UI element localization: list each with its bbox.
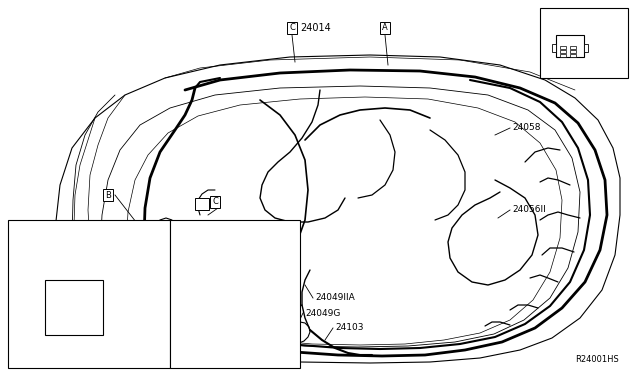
Text: 24058: 24058 (512, 124, 541, 132)
Bar (570, 46, 576, 49)
Text: 24056II: 24056II (512, 205, 546, 215)
Text: C: C (212, 198, 218, 206)
Text: A: A (382, 23, 388, 32)
Bar (570, 50, 576, 53)
Bar (560, 50, 566, 53)
Bar (560, 54, 566, 57)
Text: 24014: 24014 (300, 23, 331, 33)
Text: A: A (189, 231, 195, 240)
Bar (560, 46, 566, 49)
Text: 24271C: 24271C (190, 224, 225, 232)
Text: C: C (289, 23, 295, 32)
Text: B: B (105, 190, 111, 199)
Bar (570, 54, 576, 57)
Text: 24276U(RH): 24276U(RH) (28, 230, 81, 238)
Text: 24276UA(LH): 24276UA(LH) (28, 240, 86, 248)
Bar (8, 220, 170, 368)
Bar (195, 198, 209, 210)
Text: A: A (17, 224, 23, 232)
Text: C: C (547, 17, 553, 26)
Bar (170, 220, 300, 368)
Bar (540, 8, 628, 78)
Bar (552, 44, 556, 52)
Text: 24276: 24276 (558, 17, 589, 27)
Bar (584, 44, 588, 52)
Bar (45, 280, 103, 335)
Bar (556, 35, 584, 57)
Text: R24001HS: R24001HS (575, 356, 619, 365)
Text: B: B (179, 224, 185, 232)
Text: 24049G: 24049G (305, 308, 340, 317)
Text: 24103: 24103 (335, 324, 364, 333)
Text: 24049IIA: 24049IIA (315, 294, 355, 302)
Bar (158, 228, 170, 238)
